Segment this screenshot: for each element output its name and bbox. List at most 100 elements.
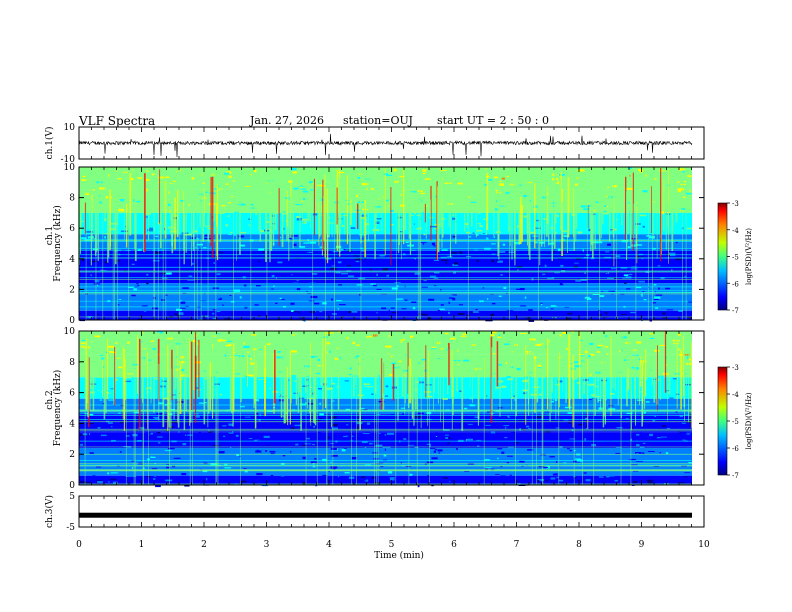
ch2-spectrogram-cell xyxy=(240,481,247,483)
ch2-spectrogram-cell xyxy=(625,342,631,343)
y-tick-label: 6 xyxy=(69,389,75,399)
ch1-spectrogram-cell xyxy=(300,186,303,187)
ch2-spectrogram-cell xyxy=(509,472,512,474)
ch2-spectrogram-cell xyxy=(201,347,203,348)
ch1-spectrogram-cell xyxy=(415,272,420,274)
ch1-spectrogram-cell xyxy=(603,212,609,214)
ch2-spectrogram-cell xyxy=(220,394,222,396)
ch2-spectrogram-cell xyxy=(222,401,229,402)
ch2-spectrogram-cell xyxy=(661,451,662,453)
ch1-spectrogram-cell xyxy=(101,190,102,192)
ch2-spectrogram-cell xyxy=(673,343,679,344)
ch2-spectrogram-cell xyxy=(262,362,264,364)
ch2-spectrogram-cell xyxy=(586,479,591,481)
ch2-spectrogram-cell xyxy=(470,373,477,375)
ch1-spectrogram-cell xyxy=(284,317,287,319)
ch2-spectrogram-cell xyxy=(592,434,597,435)
ch2-spectrogram-cell xyxy=(448,387,450,389)
ch2-spectrogram-cell xyxy=(497,448,502,449)
ch2-spectrogram-cell xyxy=(469,378,470,379)
ch1-spectrogram-cell xyxy=(145,212,151,214)
ch1-spectrogram-cell xyxy=(409,259,416,261)
ch2-spectrogram-cell xyxy=(599,476,604,477)
ch2-spectrogram-cell xyxy=(269,337,271,338)
ch1-spectrogram-cell xyxy=(669,253,676,255)
ch1-spectrogram-cell xyxy=(83,296,85,298)
ch2-spectrogram-cell xyxy=(260,349,262,350)
ch1-spectrogram-cell xyxy=(347,265,351,266)
ch1-spectrogram-cell xyxy=(391,307,395,308)
ch1-spectrogram-cell xyxy=(300,284,301,286)
ch2-spectrogram-cell xyxy=(287,472,292,474)
ch2-spectrogram-cell xyxy=(364,341,369,342)
ch2-spectrogram-cell xyxy=(615,474,617,475)
ch2-spectrogram-cell xyxy=(538,336,543,338)
ch2-spectrogram-cell xyxy=(485,425,491,426)
ch1-spectrogram-cell xyxy=(240,251,243,253)
ch1-spectrogram-cell xyxy=(234,233,236,235)
ch2-spectrogram-cell xyxy=(127,342,129,344)
ch2-spectrogram-cell xyxy=(678,454,683,456)
ch1-spectrogram-cell xyxy=(281,299,285,300)
ch2-spectrogram-cell xyxy=(501,452,504,454)
ch1-spectrogram-cell xyxy=(304,173,306,174)
ch1-spectrogram-cell xyxy=(662,205,665,207)
ch1-spectrogram-cell xyxy=(414,212,416,214)
ch1-spectrogram-cell xyxy=(322,302,326,304)
ch1-spectrogram-cell xyxy=(133,288,137,290)
ch2-spectrogram-cell xyxy=(526,426,529,428)
ch2-spectrogram-cell xyxy=(418,363,420,364)
ch2-spectrogram-cell xyxy=(623,339,625,341)
ch2-spectrogram-cell xyxy=(481,383,486,384)
ch2-spectrogram-cell xyxy=(229,432,234,433)
ch2-spectrogram-cell xyxy=(474,482,477,484)
ch2-spectrogram-cell xyxy=(346,360,348,362)
ch2-spectrogram-cell xyxy=(471,341,477,342)
ch1-spectrogram-cell xyxy=(132,170,134,171)
ch2-spectrogram-cell xyxy=(107,472,109,474)
ch2-spectrogram-cell xyxy=(662,407,668,409)
y-tick-label: 10 xyxy=(64,163,76,173)
ch2-spectrogram-cell xyxy=(560,455,563,456)
ch2-spectrogram-cell xyxy=(367,360,370,362)
ch2-spectrogram-cell xyxy=(431,354,436,356)
ch1-spectrogram-cell xyxy=(348,311,351,313)
ch2-spectrogram-cell xyxy=(183,479,189,481)
ch2-spectrogram-cell xyxy=(368,332,373,334)
ch1-spectrogram-cell xyxy=(304,221,307,223)
ch2-spectrogram-cell xyxy=(111,426,113,427)
ch2-spectrogram-cell xyxy=(498,334,500,335)
ch2-spectrogram-blank-strip xyxy=(692,331,704,485)
ch1-spectrogram-cell xyxy=(248,179,249,181)
ch1-spectrogram-cell xyxy=(373,310,375,312)
ch2-spectrogram-cell xyxy=(88,457,90,459)
ch2-spectrogram-cell xyxy=(469,477,475,479)
ch1-spectrogram-cell xyxy=(338,308,339,310)
ch1-spectrogram-cell xyxy=(517,269,518,270)
ch2-spectrogram-cell xyxy=(386,386,389,388)
ch2-spectrogram-cell xyxy=(508,417,510,418)
ch1-spectrogram-cell xyxy=(468,236,471,237)
ch2-spectrogram-cell xyxy=(108,414,114,415)
y-tick-label: 6 xyxy=(69,224,75,234)
ch1-spectrogram-cell xyxy=(394,181,399,183)
ch1-spectrogram-cell xyxy=(94,170,100,172)
ch1-spectrogram-cell xyxy=(423,234,425,235)
ch2-spectrogram-cell xyxy=(328,337,330,339)
ch1-spectrogram-cell xyxy=(176,309,182,311)
ch1-spectrogram-cell xyxy=(99,182,101,184)
ch2-spectrogram-cell xyxy=(157,336,158,338)
ch2-spectrogram-cell xyxy=(410,336,413,338)
ch2-spectrogram-cell xyxy=(445,435,449,436)
ch2-spectrogram-cell xyxy=(543,467,548,468)
ch1-spectrogram-cell xyxy=(687,175,692,177)
ch1-spectrogram-cell xyxy=(653,302,657,303)
ch1-spectrogram-cell xyxy=(485,168,487,169)
ch1-spectrogram-cell xyxy=(338,172,344,173)
ch1-spectrogram-cell xyxy=(225,224,228,226)
ch2-spectrogram-cell xyxy=(319,413,324,415)
ch2-spectrogram-cell xyxy=(614,424,619,426)
ch1-spectrogram-cell xyxy=(348,235,354,236)
ch2-spectrogram-cell xyxy=(497,337,501,338)
ch2-spectrogram-cell xyxy=(549,336,551,338)
